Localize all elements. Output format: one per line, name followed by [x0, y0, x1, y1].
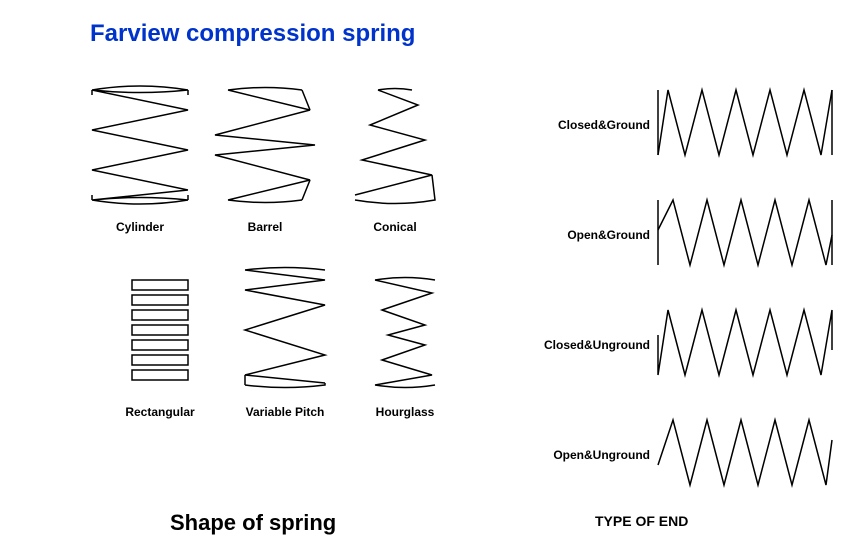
label-closed-unground: Closed&Unground — [500, 338, 650, 352]
spring-cylinder — [90, 85, 190, 205]
page-title: Farview compression spring — [90, 20, 415, 48]
label-barrel: Barrel — [210, 220, 320, 234]
label-rectangular: Rectangular — [110, 405, 210, 419]
end-section-title: TYPE OF END — [595, 513, 688, 529]
label-open-unground: Open&Unground — [500, 448, 650, 462]
label-variable-pitch: Variable Pitch — [225, 405, 345, 419]
spring-variable-pitch — [240, 265, 330, 390]
spring-closed-ground — [655, 85, 835, 160]
label-conical: Conical — [350, 220, 440, 234]
label-hourglass: Hourglass — [355, 405, 455, 419]
label-cylinder: Cylinder — [90, 220, 190, 234]
shape-section-title: Shape of spring — [170, 510, 336, 536]
spring-closed-unground — [655, 305, 835, 380]
spring-hourglass — [370, 275, 440, 390]
spring-open-unground — [655, 415, 835, 490]
spring-barrel — [210, 85, 320, 205]
spring-rectangular — [130, 275, 190, 385]
spring-conical — [350, 85, 440, 205]
label-open-ground: Open&Ground — [500, 228, 650, 242]
label-closed-ground: Closed&Ground — [500, 118, 650, 132]
spring-open-ground — [655, 195, 835, 270]
